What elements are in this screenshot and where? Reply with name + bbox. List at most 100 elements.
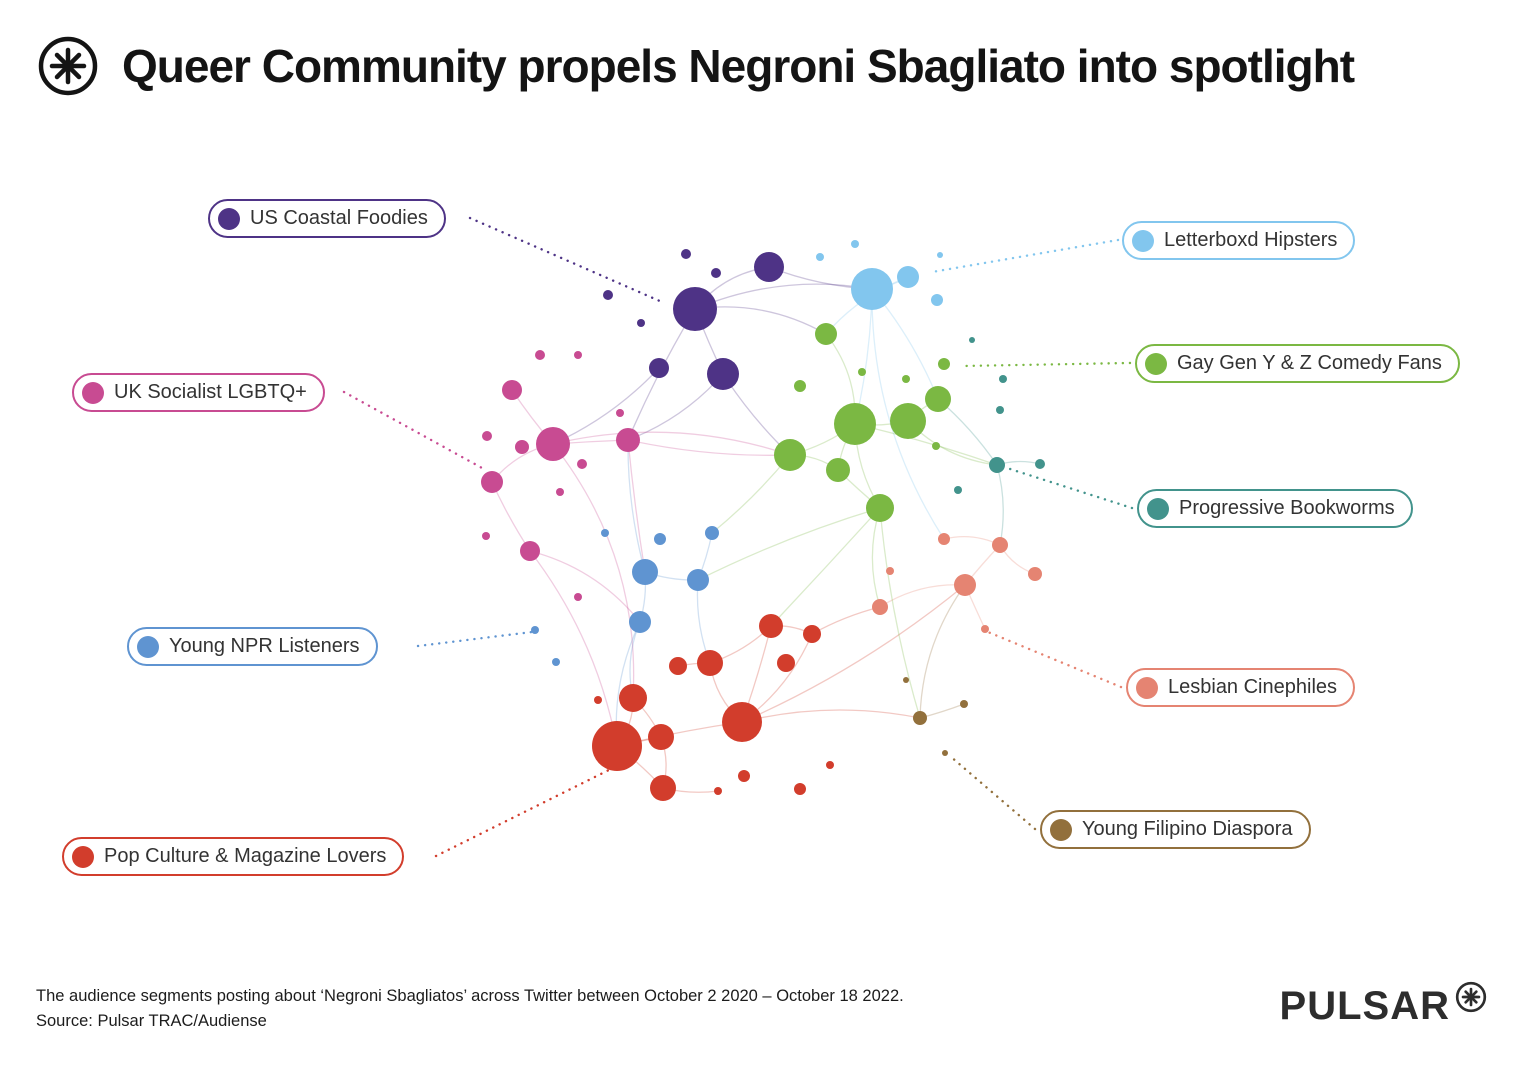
node-yfd: [960, 700, 968, 708]
node-lbh: [937, 252, 943, 258]
node-lcp: [938, 533, 950, 545]
leader-line-lcp: [986, 630, 1123, 689]
node-ggc: [774, 439, 806, 471]
node-pcm: [803, 625, 821, 643]
edge: [529, 550, 618, 747]
leader-line-ynl: [416, 630, 534, 648]
node-yfd: [942, 750, 948, 756]
edge: [697, 507, 881, 581]
node-uks: [556, 488, 564, 496]
edge: [943, 535, 1001, 546]
edge: [879, 507, 921, 719]
leader-line-pbw: [1005, 466, 1134, 510]
node-pbw: [969, 337, 975, 343]
edge: [491, 481, 531, 552]
edge: [871, 507, 881, 608]
node-pcm: [714, 787, 722, 795]
edge: [919, 584, 966, 719]
edge: [552, 431, 791, 456]
node-pcm: [594, 696, 602, 704]
node-lcp: [992, 537, 1008, 553]
node-ucf: [603, 290, 613, 300]
node-ucf: [754, 252, 784, 282]
node-lcp: [872, 599, 888, 615]
node-pbw: [999, 375, 1007, 383]
node-ynl: [654, 533, 666, 545]
node-uks: [616, 409, 624, 417]
node-ucf: [711, 268, 721, 278]
node-ggc: [938, 358, 950, 370]
pulsar-asterisk-icon: [1455, 981, 1487, 1013]
node-uks: [577, 459, 587, 469]
footer: The audience segments posting about ‘Neg…: [36, 984, 904, 1034]
node-lbh: [851, 240, 859, 248]
node-pbw: [1035, 459, 1045, 469]
node-pcm: [648, 724, 674, 750]
edge: [770, 507, 881, 627]
node-ucf: [637, 319, 645, 327]
edge: [627, 439, 646, 573]
node-pcm: [592, 721, 642, 771]
node-uks: [515, 440, 529, 454]
node-uks: [574, 593, 582, 601]
node-uks: [520, 541, 540, 561]
pulsar-wordmark: PULSAR: [1280, 981, 1488, 1026]
edge: [996, 464, 1004, 546]
node-ggc: [932, 442, 940, 450]
node-pcm: [777, 654, 795, 672]
pulsar-logo-icon: [38, 36, 98, 96]
node-pbw: [989, 457, 1005, 473]
node-lcp: [954, 574, 976, 596]
node-uks: [481, 471, 503, 493]
node-uks: [616, 428, 640, 452]
node-pcm: [669, 657, 687, 675]
leader-line-ggc: [960, 361, 1132, 368]
edge: [529, 550, 641, 623]
edge: [694, 283, 873, 310]
leader-line-uks: [342, 390, 484, 470]
edge: [741, 584, 966, 723]
node-ggc: [794, 380, 806, 392]
node-pcm: [738, 770, 750, 782]
node-lbh: [816, 253, 824, 261]
node-lbh: [931, 294, 943, 306]
edge: [811, 606, 881, 635]
node-ynl: [552, 658, 560, 666]
node-lbh: [897, 266, 919, 288]
node-pbw: [996, 406, 1004, 414]
node-ggc: [902, 375, 910, 383]
leader-line-lbh: [930, 238, 1120, 274]
chart-caption: The audience segments posting about ‘Neg…: [36, 987, 904, 1005]
node-pcm: [794, 783, 806, 795]
node-yfd: [903, 677, 909, 683]
node-ggc: [834, 403, 876, 445]
node-ggc: [858, 368, 866, 376]
edge: [552, 443, 635, 699]
edge: [854, 423, 998, 466]
edge: [627, 439, 791, 456]
leader-line-pcm: [434, 760, 627, 858]
page-title: Queer Community propels Negroni Sbagliat…: [122, 40, 1355, 92]
node-ggc: [890, 403, 926, 439]
node-pcm: [722, 702, 762, 742]
node-uks: [482, 431, 492, 441]
node-lcp: [1028, 567, 1042, 581]
node-ggc: [815, 323, 837, 345]
node-ggc: [866, 494, 894, 522]
node-ucf: [707, 358, 739, 390]
leader-line-yfd: [948, 754, 1037, 831]
node-ynl: [687, 569, 709, 591]
node-lbh: [851, 268, 893, 310]
edge: [871, 288, 945, 540]
node-lcp: [886, 567, 894, 575]
node-ynl: [629, 611, 651, 633]
node-pcm: [759, 614, 783, 638]
node-uks: [502, 380, 522, 400]
node-ucf: [681, 249, 691, 259]
node-uks: [482, 532, 490, 540]
node-ynl: [705, 526, 719, 540]
node-pbw: [954, 486, 962, 494]
chart-source: Source: Pulsar TRAC/Audiense: [36, 1011, 267, 1030]
node-ggc: [925, 386, 951, 412]
node-uks: [574, 351, 582, 359]
